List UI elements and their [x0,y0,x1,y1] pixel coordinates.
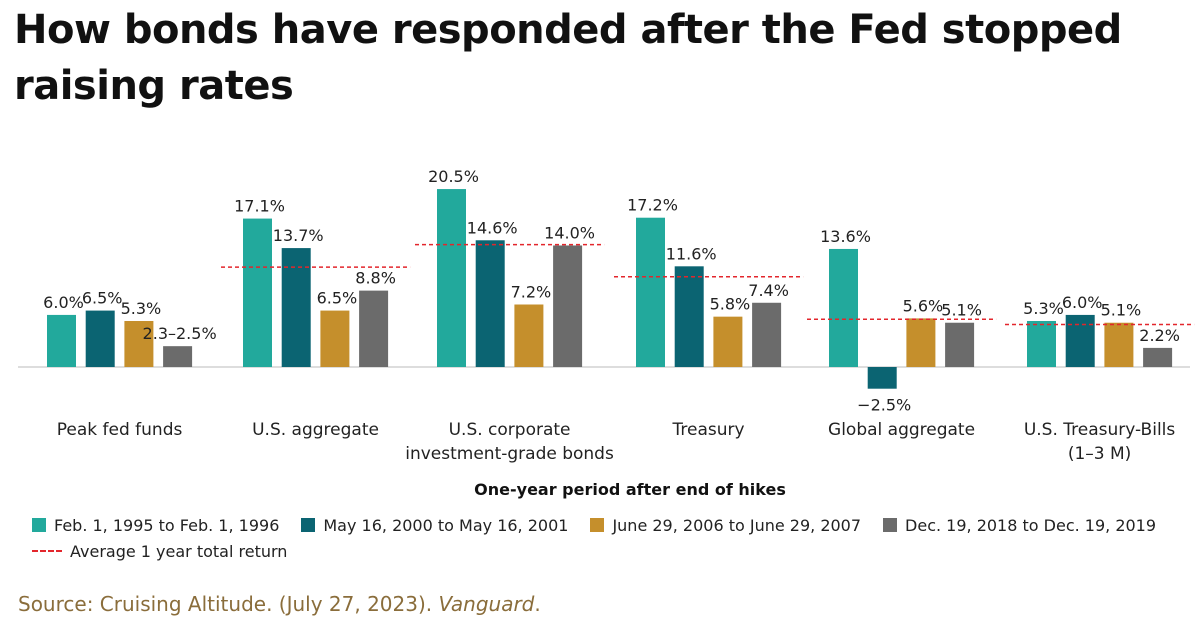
category-label-6-1: U.S. Treasury-Bills [1024,420,1176,440]
legend-swatch-1 [32,518,46,532]
bar-2-series-2 [281,248,311,367]
data-label-1-2: 6.5% [82,289,123,308]
data-label-4-4: 7.4% [748,281,789,300]
legend: Feb. 1, 1995 to Feb. 1, 1996 May 16, 2000… [32,512,1200,564]
source-suffix: . [534,592,541,616]
category-label-3-1: U.S. corporate [449,420,571,440]
legend-item-average: Average 1 year total return [32,542,287,561]
bar-4-series-3 [713,316,743,367]
bar-6-series-2 [1065,314,1095,367]
bar-1-series-4 [163,346,193,367]
data-label-2-1: 17.1% [234,197,285,216]
category-label-4-1: Treasury [672,420,745,440]
bar-2-series-3 [320,310,350,367]
legend-average-swatch [32,550,62,552]
category-label-6-2: (1–3 M) [1068,444,1131,464]
legend-item-series-3: June 29, 2006 to June 29, 2007 [590,516,861,535]
data-label-6-1: 5.3% [1023,299,1064,318]
bar-chart: 6.0%6.5%5.3%2.3–2.5%Peak fed funds17.1%1… [18,167,1195,499]
bar-5-series-4 [945,322,975,367]
data-label-3-3: 7.2% [511,283,552,302]
legend-item-series-1: Feb. 1, 1995 to Feb. 1, 1996 [32,516,279,535]
category-label-5-1: Global aggregate [828,420,975,440]
legend-average-row: Average 1 year total return [32,538,1200,564]
legend-label-3: June 29, 2006 to June 29, 2007 [612,515,862,535]
bar-4-series-2 [674,266,704,367]
data-label-5-2: −2.5% [857,396,911,415]
bar-3-series-1 [437,189,466,367]
category-label-2-1: U.S. aggregate [252,420,379,440]
legend-swatch-4 [883,518,898,532]
data-label-5-1: 13.6% [820,227,871,246]
legend-series-row: Feb. 1, 1995 to Feb. 1, 1996 May 16, 2000… [32,512,1200,538]
data-label-3-1: 20.5% [428,167,479,186]
data-label-1-1: 6.0% [43,293,84,312]
bar-6-series-4 [1143,347,1173,367]
data-label-6-4: 2.2% [1139,326,1180,345]
bar-1-series-1 [47,314,76,367]
bar-6-series-3 [1104,322,1134,367]
data-label-4-1: 17.2% [627,196,678,215]
bar-2-series-4 [359,290,389,367]
data-label-5-4: 5.1% [941,301,982,320]
bar-5-series-3 [906,318,936,367]
legend-swatch-2 [301,518,316,532]
legend-item-series-2: May 16, 2000 to May 16, 2001 [301,516,568,535]
legend-label-2: May 16, 2000 to May 16, 2001 [323,515,569,535]
data-label-1-4: 2.3–2.5% [143,324,217,343]
data-label-6-3: 5.1% [1101,301,1142,320]
legend-label-1: Feb. 1, 1995 to Feb. 1, 1996 [54,515,280,535]
bar-3-series-4 [553,245,583,367]
bar-2-series-1 [243,218,272,367]
source-publisher: Vanguard [438,592,535,616]
data-label-4-3: 5.8% [710,295,751,314]
category-label-3-2: investment-grade bonds [405,444,614,464]
bar-3-series-3 [514,304,544,367]
data-label-3-4: 14.0% [544,223,595,242]
bar-4-series-4 [752,302,782,367]
bar-5-series-1 [829,248,858,367]
source-citation: Source: Cruising Altitude. (July 27, 202… [18,592,541,616]
data-label-6-2: 6.0% [1062,293,1103,312]
bar-5-series-2 [867,367,897,389]
data-label-2-3: 6.5% [317,289,358,308]
data-label-4-2: 11.6% [666,244,717,263]
data-label-2-4: 8.8% [355,269,396,288]
bar-4-series-1 [636,217,665,367]
data-label-5-3: 5.6% [903,296,944,315]
legend-swatch-3 [590,518,605,532]
data-label-1-3: 5.3% [121,299,162,318]
bar-6-series-1 [1027,320,1056,367]
bar-3-series-2 [475,240,505,367]
source-prefix: Source: Cruising Altitude. (July 27, 202… [18,592,439,616]
legend-label-4: Dec. 19, 2018 to Dec. 19, 2019 [905,515,1157,535]
data-label-3-2: 14.6% [467,218,518,237]
bar-1-series-2 [85,310,115,367]
legend-item-series-4: Dec. 19, 2018 to Dec. 19, 2019 [883,516,1156,535]
chart-title: How bonds have responded after the Fed s… [14,7,1122,109]
data-label-2-2: 13.7% [273,226,324,245]
bar-1-series-3 [124,320,154,367]
x-axis-label: One-year period after end of hikes [474,480,786,499]
legend-average-label: Average 1 year total return [70,541,288,561]
category-label-1-1: Peak fed funds [57,420,183,440]
